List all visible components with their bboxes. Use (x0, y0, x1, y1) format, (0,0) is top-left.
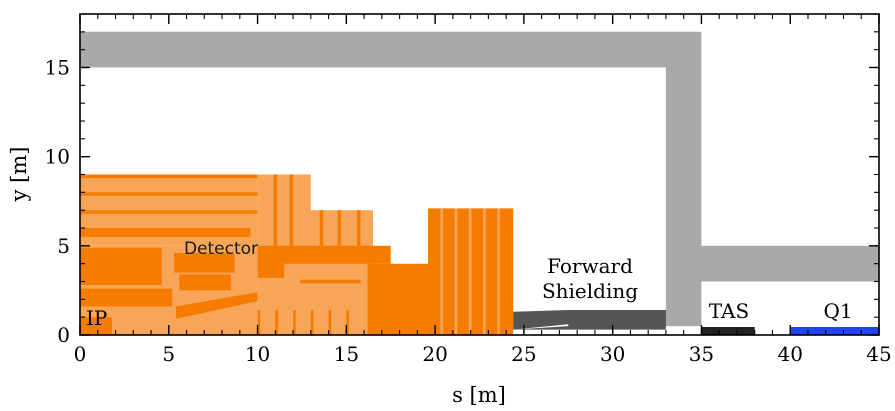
x-tick-label: 10 (245, 342, 270, 366)
detector-tick (293, 310, 296, 335)
detector-stripe (80, 192, 258, 196)
layout-shapes (80, 31, 879, 335)
detector-label: Detector (184, 239, 258, 259)
detector-tick (275, 310, 278, 335)
x-tick-label: 20 (422, 342, 447, 366)
forward-shielding-label-line1: Forward (547, 254, 633, 278)
q1-label: Q1 (823, 299, 852, 323)
y-tick-label: 5 (57, 234, 70, 258)
detector-inner-dark-block (179, 274, 231, 291)
forward-shielding-label-line2: Shielding (542, 279, 638, 303)
detector-inner-dark-block (80, 317, 112, 335)
detector-endcap-line (497, 208, 500, 335)
detector-inner-dark-block (80, 288, 173, 307)
axis-tick-labels: 0 5 10 15 20 25 30 35 40 45 0 5 10 15 (45, 56, 892, 367)
detector-stripe (80, 228, 251, 237)
x-tick-label: 35 (689, 342, 714, 366)
x-tick-label: 45 (866, 342, 891, 366)
y-axis-label: y [m] (7, 147, 31, 203)
detector-tick (328, 310, 332, 335)
x-tick-label: 5 (162, 342, 175, 366)
tas-block (701, 327, 755, 335)
y-tick-label: 0 (57, 323, 70, 347)
detector-inner-dark-block (175, 292, 258, 319)
detector-endcap-line (483, 208, 486, 335)
q1-magnet (790, 327, 879, 335)
x-axis-label: s [m] (452, 383, 506, 407)
detector-barrel-line (337, 210, 341, 246)
detector-tick (310, 310, 314, 335)
detector-barrel-line (357, 210, 361, 246)
ip-label: IP (86, 306, 107, 330)
detector-stripe (80, 174, 258, 179)
x-tick-label: 15 (334, 342, 359, 366)
detector-stripe (80, 210, 258, 214)
axis-ticks (79, 13, 880, 336)
detector-mid-band (257, 245, 391, 264)
tas-label: TAS (709, 299, 749, 323)
y-tick-label: 10 (45, 145, 70, 169)
detector-barrel-line (319, 210, 324, 246)
x-tick-label: 0 (74, 342, 87, 366)
x-tick-label: 30 (600, 342, 625, 366)
detector-endcap-line (468, 208, 472, 335)
detector-inner-dark-block (80, 247, 162, 286)
x-tick-label: 25 (511, 342, 536, 366)
tunnel-top-wall (80, 31, 879, 327)
detector-barrel-line (289, 174, 294, 246)
forward-shielding-upper (513, 310, 666, 330)
detector-mid-dark (257, 263, 285, 278)
detector-mid-dark (367, 263, 436, 335)
detector-endcap-line (454, 208, 458, 335)
y-tick-label: 15 (45, 56, 70, 80)
x-tick-label: 40 (777, 342, 802, 366)
detector-mid-dark (300, 279, 361, 284)
detector-endcap-line (440, 208, 444, 335)
detector-barrel-line (273, 174, 278, 246)
detector-inner-dark-block (174, 253, 235, 273)
